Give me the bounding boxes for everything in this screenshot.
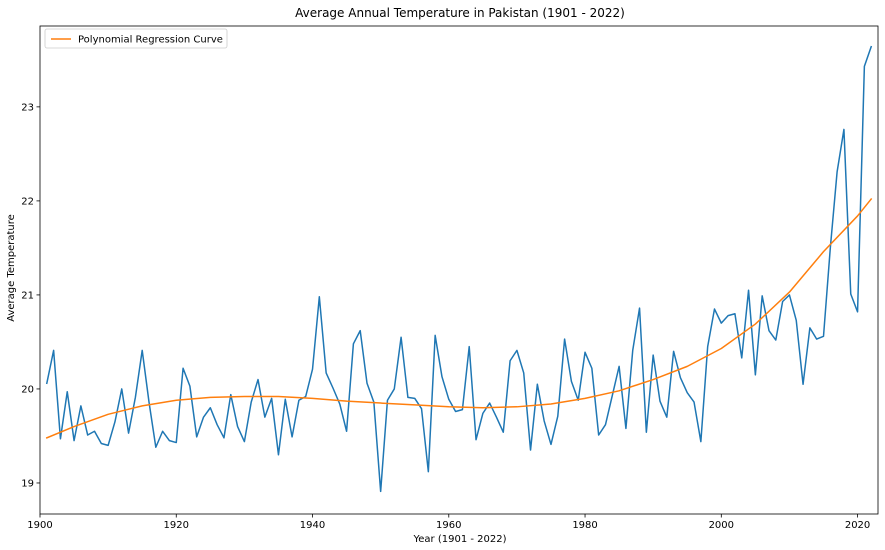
legend: Polynomial Regression Curve: [44, 28, 228, 49]
plot-area: 1900 1920 1940 1960 1980 2000 20201920212223Po…: [21, 25, 879, 531]
x-axis-label: Year (1901 - 2022): [412, 534, 506, 545]
y-tick-label: 21: [21, 290, 34, 301]
chart-title: Average Annual Temperature in Pakistan (…: [295, 6, 625, 20]
temperature-series-line: [45, 45, 873, 493]
regression-curve-line: [45, 197, 873, 439]
x-tick-label: 1900: [27, 520, 52, 531]
legend-box: [44, 28, 228, 49]
x-tick-label: 1960: [436, 520, 461, 531]
x-tick-label: 2000: [709, 520, 734, 531]
x-tick-label: 1940: [300, 520, 325, 531]
x-tick-label: 1980: [572, 520, 597, 531]
y-tick-label: 22: [21, 196, 34, 207]
y-tick-label: 19: [21, 478, 34, 489]
y-tick-label: 23: [21, 102, 34, 113]
y-tick-label: 20: [21, 384, 34, 395]
plot-frame: [39, 25, 879, 515]
legend-label: Polynomial Regression Curve: [78, 35, 223, 46]
x-tick-label: 1920: [164, 520, 189, 531]
y-axis-label: Average Temperature: [6, 214, 17, 322]
x-tick-label: 2020: [845, 520, 870, 531]
